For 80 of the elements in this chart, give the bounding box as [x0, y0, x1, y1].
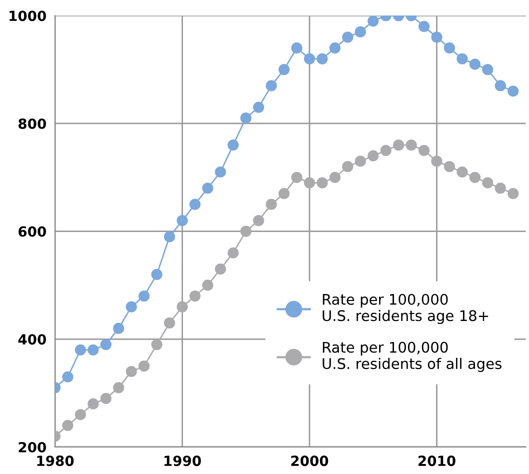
point	[406, 139, 417, 151]
point	[266, 80, 277, 92]
point	[316, 53, 328, 64]
point	[444, 161, 456, 172]
point	[189, 198, 201, 210]
point	[393, 139, 404, 151]
y-tick-label: 200	[18, 442, 46, 452]
x-tick-label: 2000	[291, 456, 328, 466]
point	[151, 268, 162, 280]
point	[138, 360, 150, 372]
point	[368, 16, 379, 27]
point	[342, 32, 354, 43]
point	[88, 398, 99, 410]
point	[266, 198, 277, 210]
point	[482, 64, 494, 76]
point	[62, 420, 74, 431]
point	[176, 301, 188, 312]
point	[62, 371, 74, 382]
point	[494, 80, 506, 92]
point	[113, 322, 124, 334]
x-tick-label: 2010	[418, 456, 456, 466]
point	[164, 231, 176, 242]
point	[202, 280, 214, 291]
point	[240, 226, 252, 237]
point	[508, 188, 519, 200]
point	[494, 182, 506, 194]
point	[253, 214, 264, 226]
point	[228, 139, 239, 151]
point	[278, 188, 290, 200]
point	[253, 102, 264, 113]
point	[469, 172, 480, 183]
point	[304, 177, 316, 188]
point	[100, 392, 112, 404]
point	[74, 344, 86, 356]
point	[202, 182, 214, 194]
legend-label: Rate per 100,000 U.S. residents of all ages	[322, 342, 502, 372]
point	[316, 177, 328, 188]
x-tick-label: 1990	[164, 456, 201, 466]
point	[508, 86, 519, 97]
point	[278, 64, 290, 76]
point	[151, 338, 162, 350]
point	[304, 53, 316, 64]
point	[329, 172, 341, 183]
point	[342, 161, 354, 172]
point	[444, 42, 456, 54]
point	[456, 166, 468, 178]
point	[113, 382, 124, 394]
legend-label: Rate per 100,000 U.S. residents age 18+	[322, 294, 488, 324]
point	[214, 166, 226, 178]
point	[214, 264, 226, 275]
point	[291, 42, 302, 54]
point	[329, 42, 341, 54]
point	[126, 366, 137, 378]
point	[456, 53, 468, 64]
point	[138, 290, 150, 302]
point	[126, 301, 137, 312]
point	[88, 344, 99, 356]
point	[431, 156, 442, 167]
point	[240, 112, 252, 124]
point	[380, 144, 392, 156]
y-tick-label: 600	[18, 226, 46, 237]
point	[164, 317, 176, 329]
point	[431, 32, 442, 43]
point	[100, 338, 112, 350]
point	[418, 20, 430, 32]
point	[291, 172, 302, 183]
point	[482, 177, 494, 188]
point	[176, 214, 188, 226]
y-tick-label: 400	[18, 334, 46, 345]
y-tick-label: 800	[18, 118, 46, 129]
point	[354, 156, 366, 167]
point	[354, 26, 366, 38]
point	[368, 150, 379, 162]
point	[189, 290, 201, 302]
y-tick-label: 1000	[10, 10, 46, 22]
point	[74, 409, 86, 420]
point	[228, 247, 239, 258]
point	[418, 144, 430, 156]
x-tick-label: 1980	[37, 456, 74, 466]
point	[469, 58, 480, 70]
